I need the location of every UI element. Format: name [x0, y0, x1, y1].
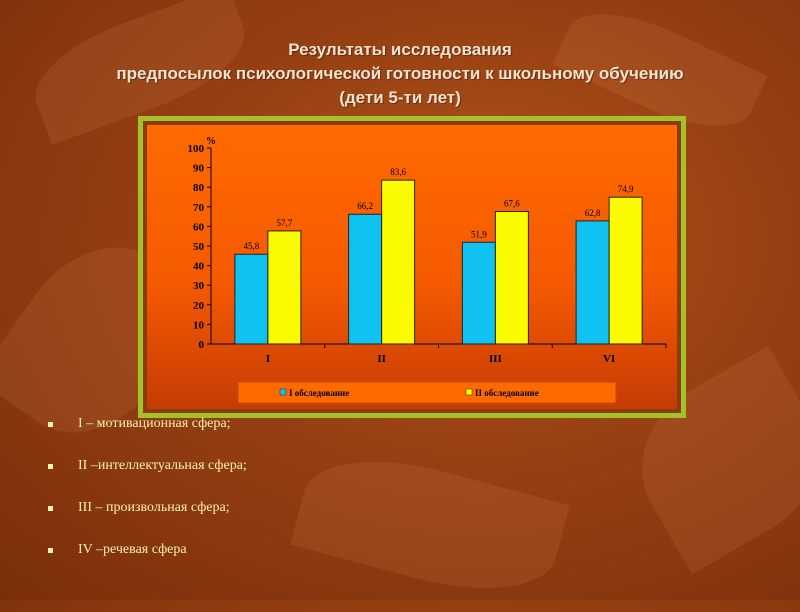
legend-box: [237, 381, 617, 404]
bullet-icon: [48, 548, 53, 553]
y-tick-label: 30: [193, 280, 205, 292]
legend-swatch: [279, 388, 287, 396]
title-line: Результаты исследования: [288, 40, 512, 59]
y-tick-label: 70: [193, 202, 205, 214]
bar: [461, 241, 496, 345]
y-tick-label: 100: [188, 143, 205, 155]
bar-value-label: 57,7: [277, 218, 293, 228]
y-tick-label: 0: [199, 339, 205, 351]
slide-title: Результаты исследования предпосылок псих…: [0, 38, 800, 110]
y-tick-label: 60: [193, 221, 205, 233]
x-tick-label: I: [266, 353, 270, 365]
bar-chart: 0 10 20 30 40 50 60 70 80 90 100% 45,8 57,7 I 66,2 83,6…: [188, 136, 667, 404]
bullet-text: III – произвольная сфера;: [78, 500, 230, 515]
bar: [494, 211, 529, 345]
bar: [608, 196, 643, 345]
chart-frame: 0 10 20 30 40 50 60 70 80 90 100% 45,8 57,7 I 66,2 83,6…: [138, 116, 686, 418]
bar-value-label: 74,9: [618, 184, 634, 194]
bar-value-label: 62,8: [585, 208, 601, 218]
legend-swatch: [465, 388, 473, 396]
bullet-item: IV –речевая сфера: [48, 542, 247, 563]
y-tick-label: 50: [193, 241, 205, 253]
title-line: предпосылок психологической готовности к…: [116, 64, 684, 83]
bullet-text: I – мотивационная сфера;: [78, 416, 231, 431]
bullet-icon: [48, 422, 53, 427]
bullet-text: II –интеллектуальная сфера;: [78, 458, 247, 473]
y-tick-label: 90: [193, 163, 205, 175]
bullet-icon: [48, 506, 53, 511]
bar: [234, 253, 269, 345]
bar-value-label: 66,2: [357, 201, 373, 211]
legend-notes: I – мотивационная сфера; II –интеллектуа…: [48, 416, 247, 584]
bar: [267, 230, 302, 345]
bar: [381, 179, 416, 345]
x-tick-label: II: [377, 353, 386, 365]
bar-value-label: 45,8: [244, 241, 260, 251]
y-tick-label: 20: [193, 300, 205, 312]
bullet-item: III – произвольная сфера;: [48, 500, 247, 521]
legend-label: I обследование: [289, 388, 349, 398]
bar-value-label: 51,9: [471, 229, 487, 239]
legend-label: II обследование: [475, 388, 539, 398]
bar-value-label: 83,6: [390, 167, 406, 177]
bar: [575, 220, 610, 345]
bullet-text: IV –речевая сфера: [78, 542, 187, 557]
bar: [348, 213, 383, 345]
bullet-icon: [48, 464, 53, 469]
x-tick-label: III: [489, 353, 502, 365]
bullet-item: I – мотивационная сфера;: [48, 416, 247, 437]
y-tick-label: 80: [193, 182, 205, 194]
x-tick-label: VI: [603, 353, 615, 365]
background-leaf: [290, 438, 570, 612]
bar-value-label: 67,6: [504, 199, 520, 209]
y-axis-unit: %: [206, 136, 216, 147]
bullet-item: II –интеллектуальная сфера;: [48, 458, 247, 479]
y-tick-label: 10: [193, 319, 205, 331]
y-tick-label: 40: [193, 261, 205, 273]
title-line: (дети 5-ти лет): [339, 88, 461, 107]
